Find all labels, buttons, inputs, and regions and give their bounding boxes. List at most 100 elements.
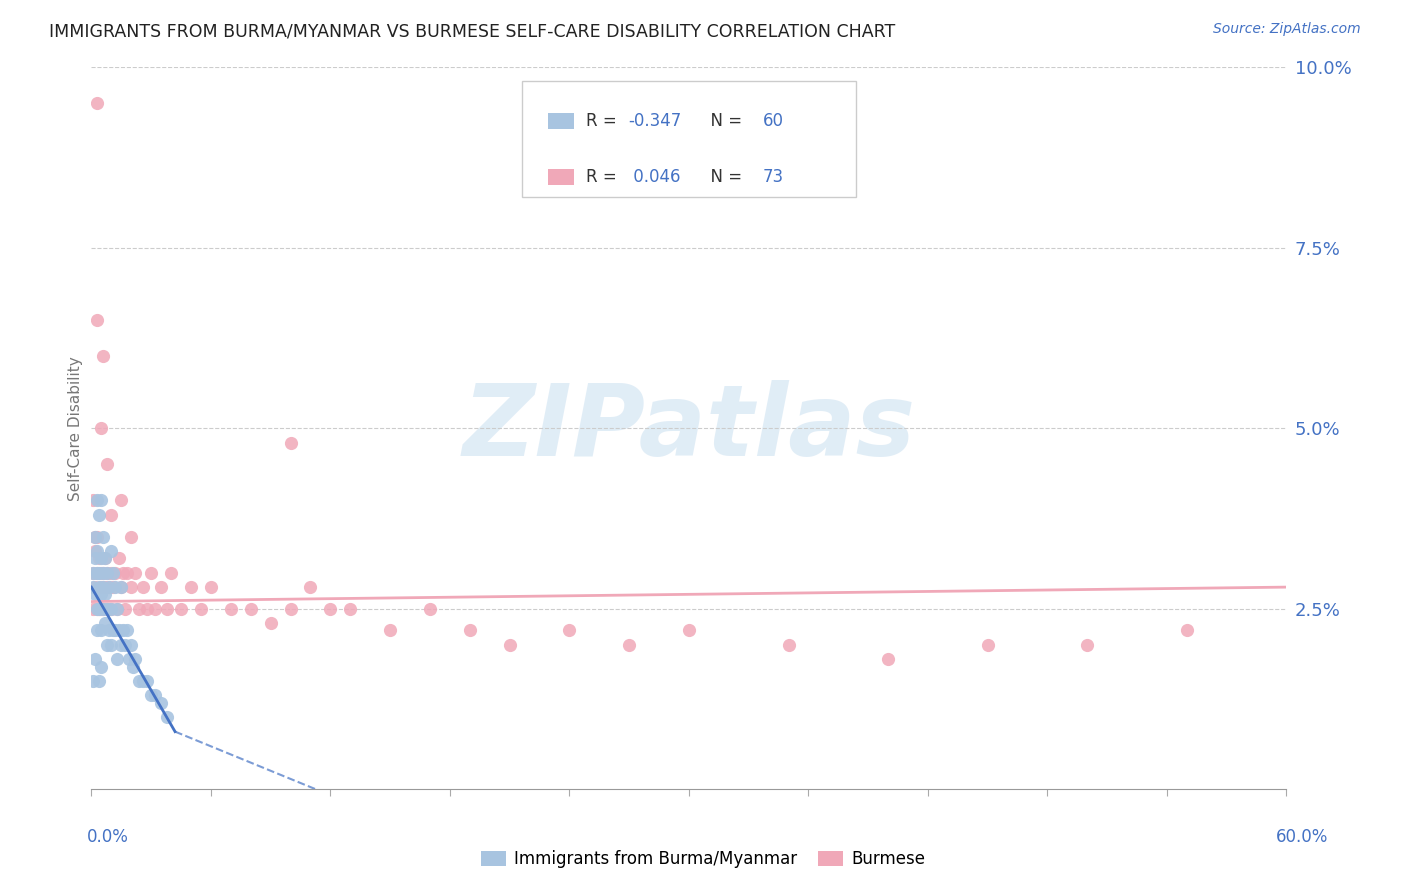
Point [1076,638,1098,652]
Point [89,566,111,580]
Point [89,580,111,594]
Point [86,530,108,544]
Point [94,580,117,594]
Point [105,602,128,616]
Point [678,624,700,638]
Point [86,313,108,327]
Point [160,566,183,580]
Point [96,458,118,472]
Text: ZIPatlas: ZIPatlas [463,380,915,476]
Point [108,624,131,638]
Point [90,493,112,508]
Point [82,566,104,580]
Point [200,580,222,594]
Text: 60: 60 [763,112,785,130]
Point [86,602,108,616]
Point [136,674,159,689]
Point [93,530,115,544]
Point [112,624,135,638]
Point [114,602,136,616]
Point [86,566,108,580]
Point [86,624,108,638]
Text: 0.0%: 0.0% [87,828,129,846]
Point [105,652,128,666]
Point [132,580,155,594]
Point [89,602,111,616]
Point [120,530,142,544]
Point [280,435,302,450]
Point [319,602,342,616]
Point [124,652,146,666]
Legend: Immigrants from Burma/Myanmar, Burmese: Immigrants from Burma/Myanmar, Burmese [474,844,932,875]
Point [86,566,108,580]
Point [100,638,122,652]
Point [84,587,107,601]
Point [128,674,150,689]
Point [141,689,162,703]
Point [82,580,104,594]
Point [86,544,108,558]
Point [84,530,107,544]
Point [90,587,112,601]
Point [84,652,107,666]
Point [115,566,138,580]
Point [84,544,107,558]
Point [110,580,132,594]
Point [150,580,173,594]
Point [84,551,107,566]
Point [110,638,132,652]
Point [170,602,193,616]
Point [93,602,115,616]
Point [98,624,121,638]
Point [110,580,132,594]
Point [90,659,112,673]
Text: 60.0%: 60.0% [1277,828,1329,846]
Point [100,602,122,616]
Point [86,602,108,616]
Point [82,674,104,689]
Text: R =: R = [586,168,623,186]
Point [143,602,166,616]
Point [90,551,112,566]
Point [339,602,361,616]
Point [1175,624,1198,638]
FancyBboxPatch shape [548,169,574,185]
Point [93,349,115,363]
Point [120,638,142,652]
Text: 73: 73 [763,168,785,186]
Point [778,638,800,652]
Point [100,508,122,522]
Point [98,580,121,594]
Point [89,674,111,689]
Point [98,580,121,594]
Point [104,566,127,580]
Point [122,659,145,673]
Point [89,602,111,616]
FancyBboxPatch shape [522,81,856,197]
Text: R =: R = [586,112,623,130]
Point [136,602,159,616]
Point [100,566,122,580]
Point [124,566,146,580]
Point [84,530,107,544]
Point [156,710,179,724]
Point [115,624,138,638]
Text: N =: N = [700,168,747,186]
Point [93,566,115,580]
FancyBboxPatch shape [548,113,574,129]
Point [156,602,179,616]
Point [90,624,112,638]
Point [558,624,581,638]
Point [239,602,262,616]
Text: Source: ZipAtlas.com: Source: ZipAtlas.com [1213,22,1361,37]
Point [180,580,202,594]
Point [190,602,212,616]
Point [141,566,162,580]
Point [93,580,115,594]
Point [93,602,115,616]
Point [103,624,125,638]
Point [86,493,108,508]
Text: -0.347: -0.347 [628,112,682,130]
Point [104,580,127,594]
Point [104,624,127,638]
